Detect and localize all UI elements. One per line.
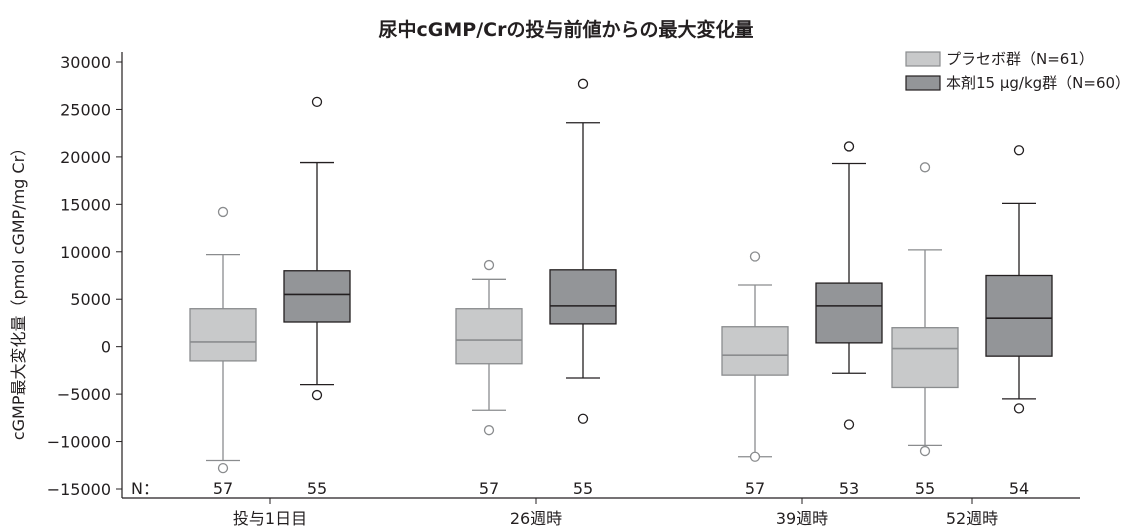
box-plot: 55 xyxy=(549,78,617,498)
x-tick-label: 39週時 xyxy=(776,509,828,528)
plot-area: 30000 25000 20000 15000 10000 5000 0 −5000 −1000… xyxy=(47,52,1080,528)
x-tick-label: 26週時 xyxy=(510,509,562,528)
x-tick-label: 投与1日目 xyxy=(233,509,307,528)
box-plot: 53 xyxy=(815,141,883,498)
y-axis-label: cGMP最大変化量（pmol cGMP/mg Cr） xyxy=(9,140,28,440)
y-tick-label: 0 xyxy=(101,338,111,357)
outlier-point xyxy=(749,251,761,262)
y-tick-label: 15000 xyxy=(60,195,111,214)
n-count-label: 55 xyxy=(573,479,593,498)
y-tick-label: 25000 xyxy=(60,100,111,119)
outlier-point xyxy=(483,259,495,271)
outlier-point xyxy=(919,445,931,457)
box-plot: 57 xyxy=(189,206,257,498)
n-count-label: 55 xyxy=(915,479,935,498)
n-count-label: 57 xyxy=(745,479,765,498)
outlier-point xyxy=(1013,403,1025,414)
y-tick-label: 20000 xyxy=(60,148,111,167)
box xyxy=(985,274,1053,357)
box-plot: 55 xyxy=(283,96,351,498)
box-plot: 57 xyxy=(721,251,789,498)
chart-title: 尿中cGMP/Crの投与前値からの最大変化量 xyxy=(379,18,754,41)
n-count-label: 57 xyxy=(213,479,233,498)
outlier-point xyxy=(577,413,589,424)
box xyxy=(721,326,789,376)
box xyxy=(189,308,257,362)
outlier-point xyxy=(217,462,229,474)
outlier-point xyxy=(577,78,589,89)
outlier-point xyxy=(919,162,931,173)
y-tick-label: 10000 xyxy=(60,243,111,262)
y-tick-label: −10000 xyxy=(47,433,111,452)
outlier-point xyxy=(217,206,229,218)
legend-label: プラセボ群（N=61） xyxy=(946,50,1094,68)
outlier-point xyxy=(843,419,855,430)
box xyxy=(455,308,523,365)
box-plot: 57 xyxy=(455,259,523,498)
n-count-label: 53 xyxy=(839,479,859,498)
box xyxy=(891,327,959,389)
legend: プラセボ群（N=61） 本剤15 µg/kg群（N=60） xyxy=(905,50,1130,92)
box-plot: 54 xyxy=(985,145,1053,498)
outlier-point xyxy=(483,425,495,436)
box xyxy=(549,269,617,325)
n-count-label: 55 xyxy=(307,479,327,498)
n-count-label: 54 xyxy=(1009,479,1029,498)
n-label: N： xyxy=(131,479,159,498)
n-count-label: 57 xyxy=(479,479,499,498)
y-tick-label: −5000 xyxy=(57,385,111,404)
y-tick-label: 30000 xyxy=(60,53,111,72)
box xyxy=(815,282,883,344)
y-tick-label: −15000 xyxy=(47,480,111,499)
outlier-point xyxy=(843,141,855,152)
outlier-point xyxy=(1013,145,1025,156)
box xyxy=(283,270,351,323)
legend-swatch xyxy=(905,75,941,91)
legend-swatch xyxy=(905,51,941,67)
outlier-point xyxy=(749,451,761,462)
outlier-point xyxy=(311,389,323,401)
y-tick-label: 5000 xyxy=(70,290,111,309)
outlier-point xyxy=(311,96,323,108)
box-plot: 55 xyxy=(891,162,959,498)
x-tick-label: 52週時 xyxy=(946,509,998,528)
legend-label: 本剤15 µg/kg群（N=60） xyxy=(946,74,1130,92)
